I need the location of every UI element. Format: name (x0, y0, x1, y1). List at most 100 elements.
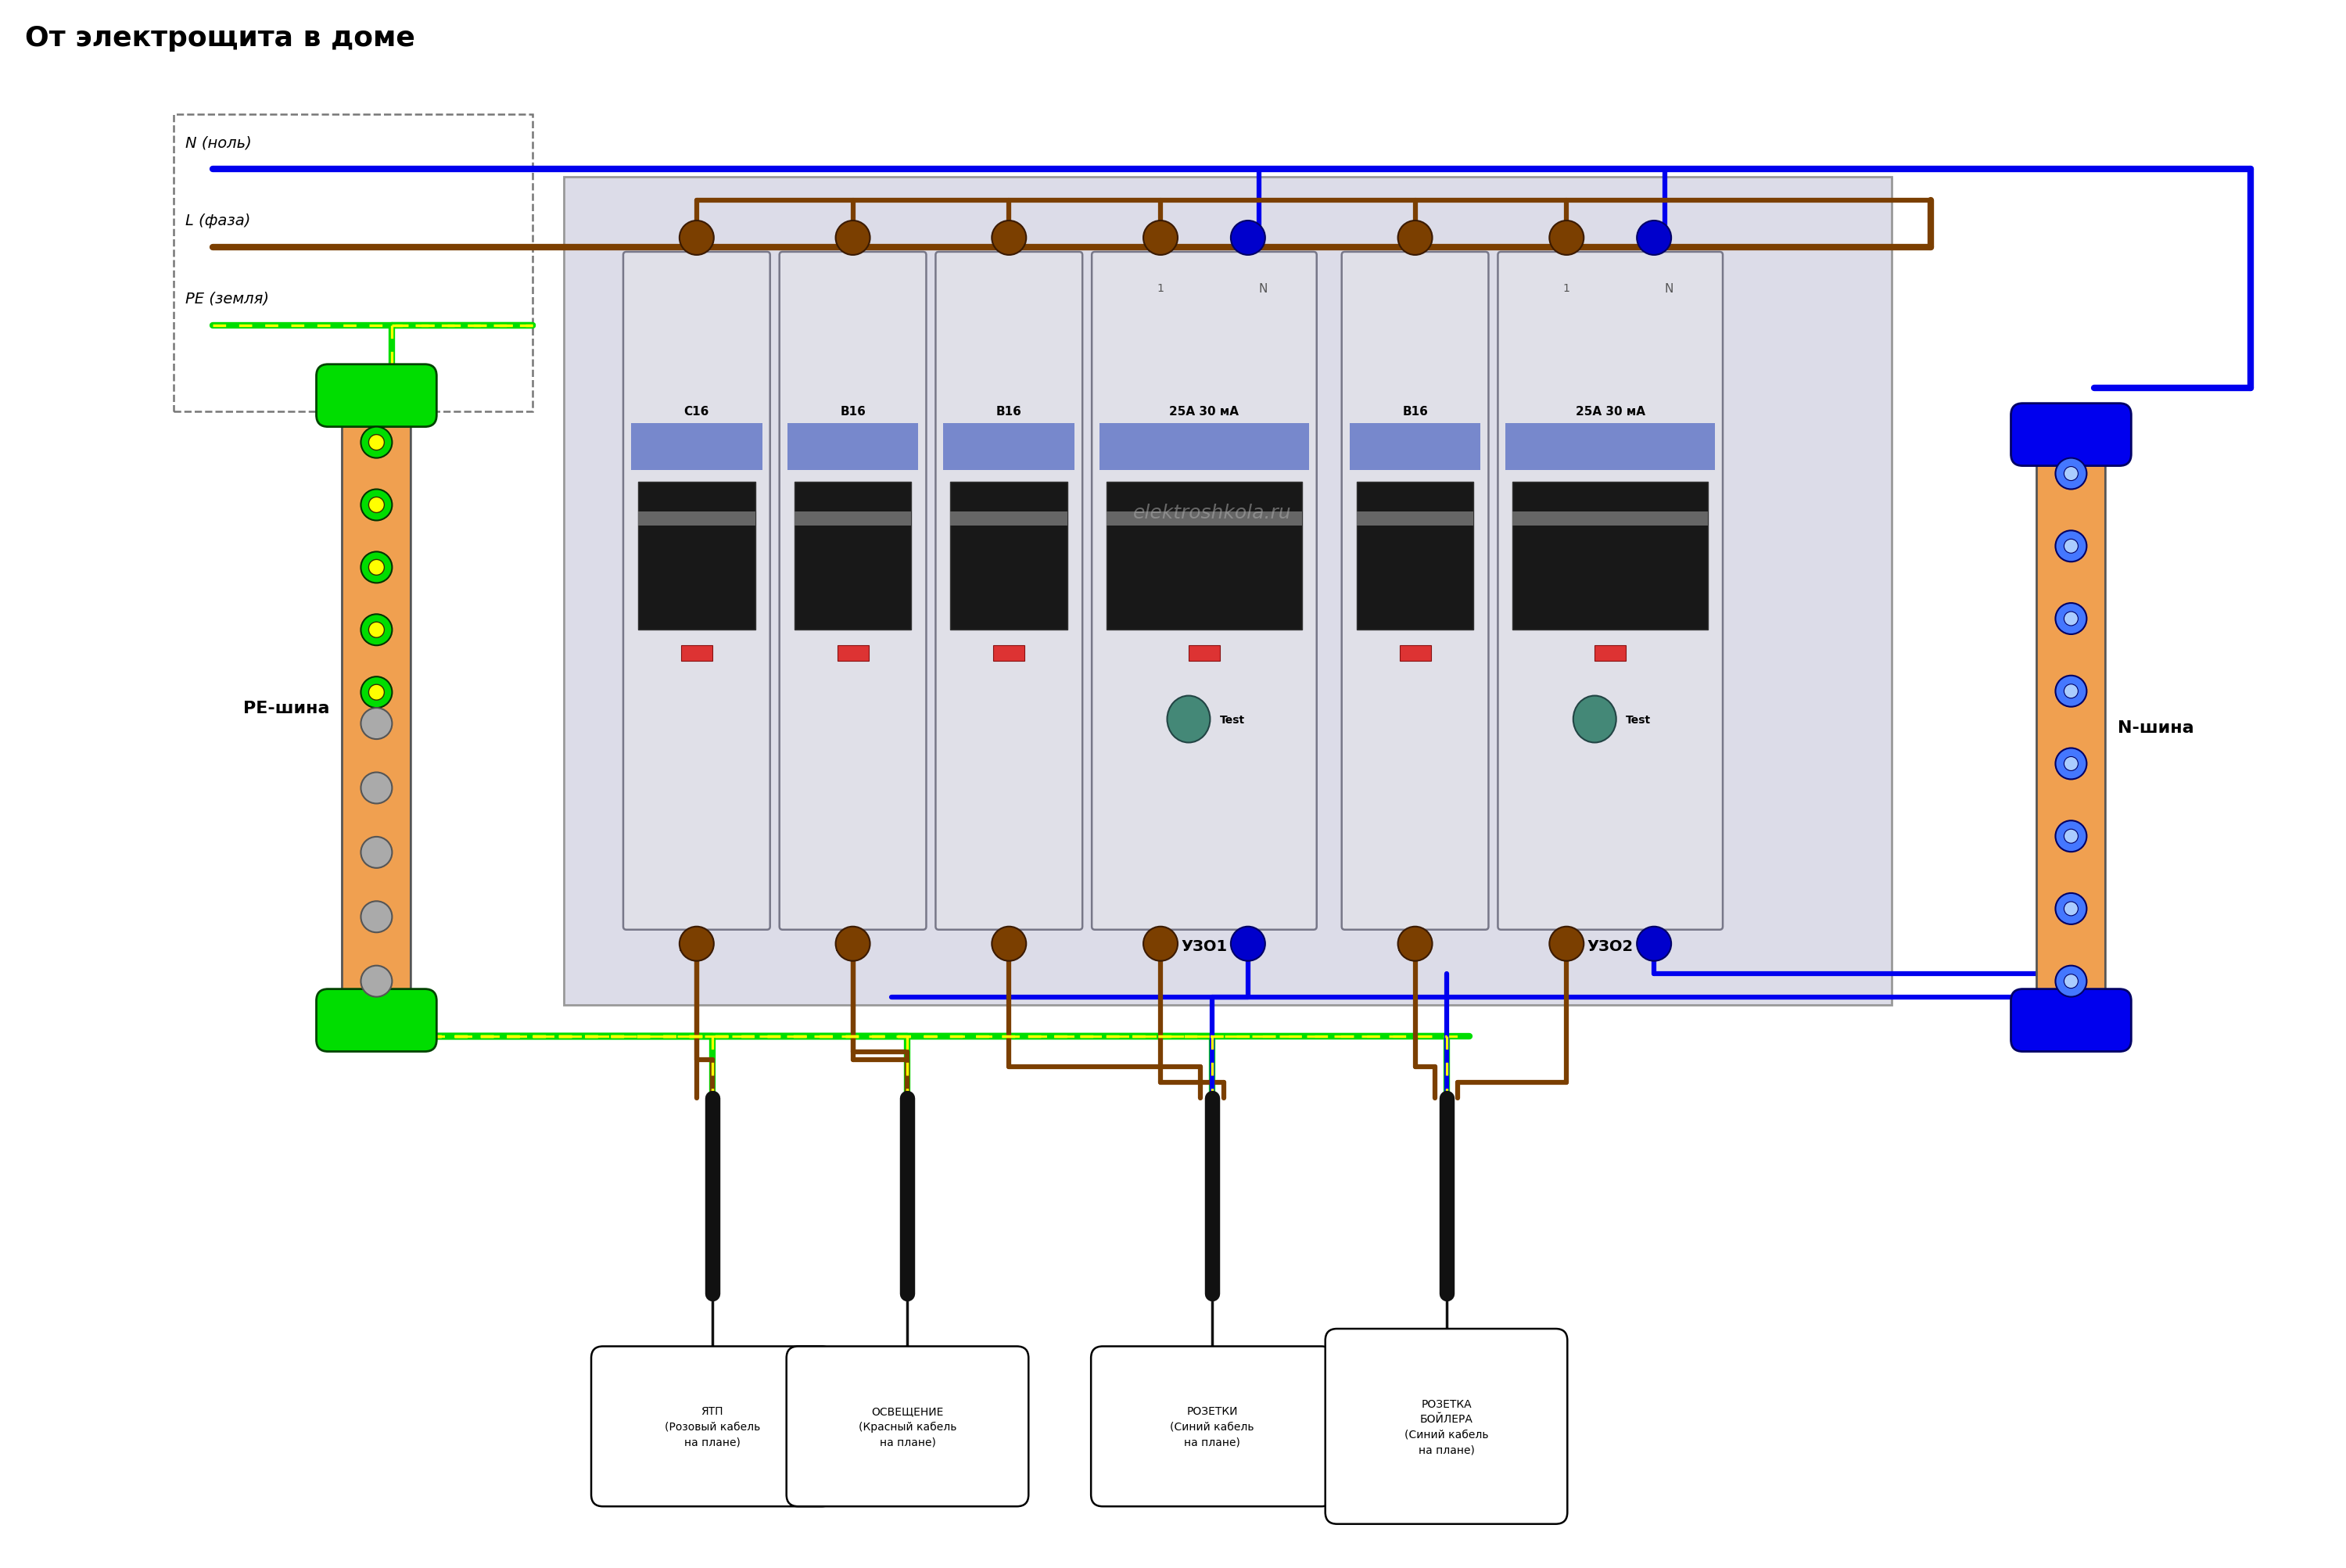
FancyBboxPatch shape (317, 365, 436, 426)
Circle shape (1548, 927, 1584, 961)
FancyBboxPatch shape (1342, 252, 1487, 930)
Circle shape (2064, 902, 2079, 916)
FancyBboxPatch shape (317, 989, 436, 1052)
Bar (1401, 646, 1431, 662)
Bar (788, 423, 917, 470)
Circle shape (2055, 894, 2086, 925)
Text: УЗО1: УЗО1 (1180, 939, 1227, 953)
Text: N: N (1663, 282, 1673, 295)
Circle shape (2064, 612, 2079, 626)
Circle shape (1398, 927, 1433, 961)
FancyBboxPatch shape (2011, 989, 2130, 1052)
Circle shape (2055, 604, 2086, 635)
Circle shape (835, 927, 870, 961)
Circle shape (361, 837, 392, 869)
Circle shape (2055, 458, 2086, 489)
FancyBboxPatch shape (591, 1347, 833, 1507)
FancyBboxPatch shape (2011, 405, 2130, 466)
FancyBboxPatch shape (2036, 431, 2104, 1024)
Circle shape (368, 622, 385, 638)
Text: Test: Test (1220, 713, 1246, 724)
Bar (174, 114, 533, 412)
Circle shape (2064, 974, 2079, 988)
Text: 25А 30 мА: 25А 30 мА (1577, 406, 1645, 417)
Circle shape (1548, 221, 1584, 256)
Bar (992, 646, 1025, 662)
Circle shape (2055, 532, 2086, 563)
Circle shape (835, 221, 870, 256)
Bar (1356, 511, 1473, 527)
Circle shape (1398, 221, 1433, 256)
FancyBboxPatch shape (786, 1347, 1028, 1507)
Text: АВ4: АВ4 (1398, 939, 1431, 953)
Bar (1513, 481, 1708, 630)
FancyBboxPatch shape (1325, 1328, 1567, 1524)
Bar (1349, 423, 1480, 470)
Circle shape (680, 221, 713, 256)
Bar (563, 177, 1891, 1005)
Bar (638, 481, 755, 630)
Circle shape (2055, 822, 2086, 851)
Bar (631, 423, 762, 470)
Bar (680, 646, 713, 662)
Text: АВ3: АВ3 (992, 939, 1025, 953)
FancyBboxPatch shape (1497, 252, 1722, 930)
Text: ЯТП
(Розовый кабель
на плане): ЯТП (Розовый кабель на плане) (664, 1405, 760, 1447)
Bar (638, 511, 755, 527)
Circle shape (1638, 927, 1670, 961)
Circle shape (992, 927, 1025, 961)
Circle shape (1143, 927, 1178, 961)
Circle shape (2064, 757, 2079, 771)
Text: АВ2: АВ2 (835, 939, 870, 953)
Text: PE (земля): PE (земля) (185, 292, 270, 306)
Circle shape (1638, 221, 1670, 256)
Text: УЗО2: УЗО2 (1588, 939, 1633, 953)
Circle shape (361, 426, 392, 458)
FancyBboxPatch shape (1091, 1347, 1333, 1507)
Bar (1356, 481, 1473, 630)
Text: РОЗЕТКА
БОЙЛЕРА
(Синий кабель
на плане): РОЗЕТКА БОЙЛЕРА (Синий кабель на плане) (1405, 1399, 1487, 1455)
FancyBboxPatch shape (1091, 252, 1316, 930)
Circle shape (2064, 539, 2079, 554)
Bar (1189, 646, 1220, 662)
Bar (795, 511, 910, 527)
Text: N-шина: N-шина (2118, 720, 2194, 735)
FancyBboxPatch shape (624, 252, 769, 930)
Text: C16: C16 (685, 406, 708, 417)
Bar (1506, 423, 1715, 470)
Circle shape (361, 489, 392, 521)
Text: B16: B16 (840, 406, 866, 417)
Text: L (фаза): L (фаза) (185, 213, 251, 229)
Circle shape (361, 615, 392, 646)
Text: РОЗЕТКИ
(Синий кабель
на плане): РОЗЕТКИ (Синий кабель на плане) (1171, 1405, 1255, 1447)
Text: N (ноль): N (ноль) (185, 135, 251, 151)
Circle shape (1232, 927, 1264, 961)
Text: 1: 1 (1562, 282, 1569, 293)
FancyBboxPatch shape (936, 252, 1082, 930)
Circle shape (368, 497, 385, 513)
Text: elektroshkola.ru: elektroshkola.ru (1133, 503, 1290, 522)
Bar (1513, 511, 1708, 527)
Text: 1: 1 (1157, 282, 1164, 293)
Text: АВ1: АВ1 (680, 939, 713, 953)
Circle shape (361, 902, 392, 933)
Text: B16: B16 (997, 406, 1023, 417)
Bar (1107, 511, 1302, 527)
Ellipse shape (1574, 696, 1616, 743)
Bar (943, 423, 1074, 470)
Bar (950, 481, 1067, 630)
Text: Test: Test (1626, 713, 1652, 724)
Circle shape (2055, 676, 2086, 707)
Circle shape (2055, 966, 2086, 997)
Text: N: N (1257, 282, 1267, 295)
Text: От электрощита в доме: От электрощита в доме (26, 25, 415, 52)
Circle shape (368, 434, 385, 450)
Circle shape (2064, 829, 2079, 844)
Circle shape (2064, 467, 2079, 481)
Text: РЕ-шина: РЕ-шина (244, 701, 328, 717)
Text: ОСВЕЩЕНИЕ
(Красный кабель
на плане): ОСВЕЩЕНИЕ (Красный кабель на плане) (859, 1405, 957, 1447)
Circle shape (992, 221, 1025, 256)
Circle shape (361, 966, 392, 997)
Circle shape (361, 677, 392, 709)
Text: B16: B16 (1403, 406, 1429, 417)
